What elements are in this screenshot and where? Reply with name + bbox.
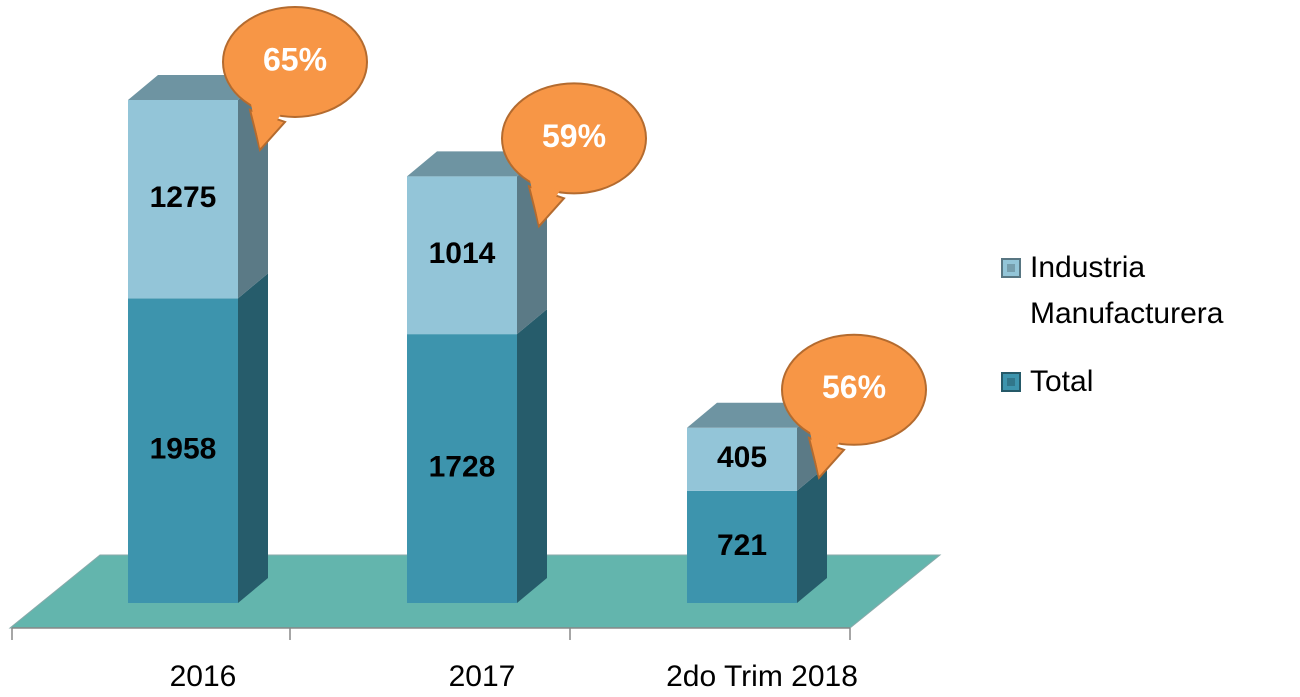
callout-joint — [530, 180, 560, 225]
x-tick-label: 2017 — [449, 660, 516, 693]
bar — [128, 99, 238, 299]
bar — [128, 298, 238, 603]
x-tick-label: 2do Trim 2018 — [666, 660, 858, 693]
annotation: 65% — [263, 41, 327, 77]
annotation: 59% — [542, 118, 606, 154]
callout-joint — [251, 103, 281, 148]
callout — [222, 5, 368, 118]
bar — [407, 176, 517, 335]
callout — [781, 333, 927, 446]
bar-side — [517, 309, 547, 603]
data-label: 721 — [717, 529, 767, 562]
legend-marker-inner — [1007, 264, 1015, 272]
callout-joint — [810, 431, 840, 476]
legend-label: Total — [1030, 365, 1094, 398]
data-label: 1728 — [429, 450, 496, 483]
data-label: 1958 — [150, 433, 217, 466]
callout — [501, 82, 647, 195]
bar-side — [797, 465, 827, 603]
data-label: 1014 — [429, 237, 496, 270]
data-label: 405 — [717, 441, 767, 474]
x-tick-label: 2016 — [170, 660, 237, 693]
legend-label: Industria Manufacturera — [1030, 251, 1224, 330]
bar — [687, 427, 797, 491]
bar — [687, 490, 797, 603]
data-label: 1275 — [150, 181, 217, 214]
legend-marker-inner — [1007, 378, 1015, 386]
bar — [407, 334, 517, 603]
bar-side — [238, 273, 268, 603]
annotation: 56% — [822, 369, 886, 405]
